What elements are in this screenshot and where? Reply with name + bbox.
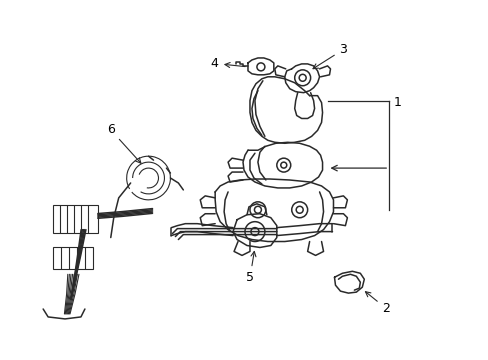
Text: 2: 2 bbox=[365, 292, 389, 315]
Text: 6: 6 bbox=[106, 123, 141, 163]
Text: 4: 4 bbox=[210, 57, 244, 70]
Text: 5: 5 bbox=[245, 251, 255, 284]
Text: 1: 1 bbox=[393, 96, 401, 109]
Text: 3: 3 bbox=[312, 43, 346, 69]
